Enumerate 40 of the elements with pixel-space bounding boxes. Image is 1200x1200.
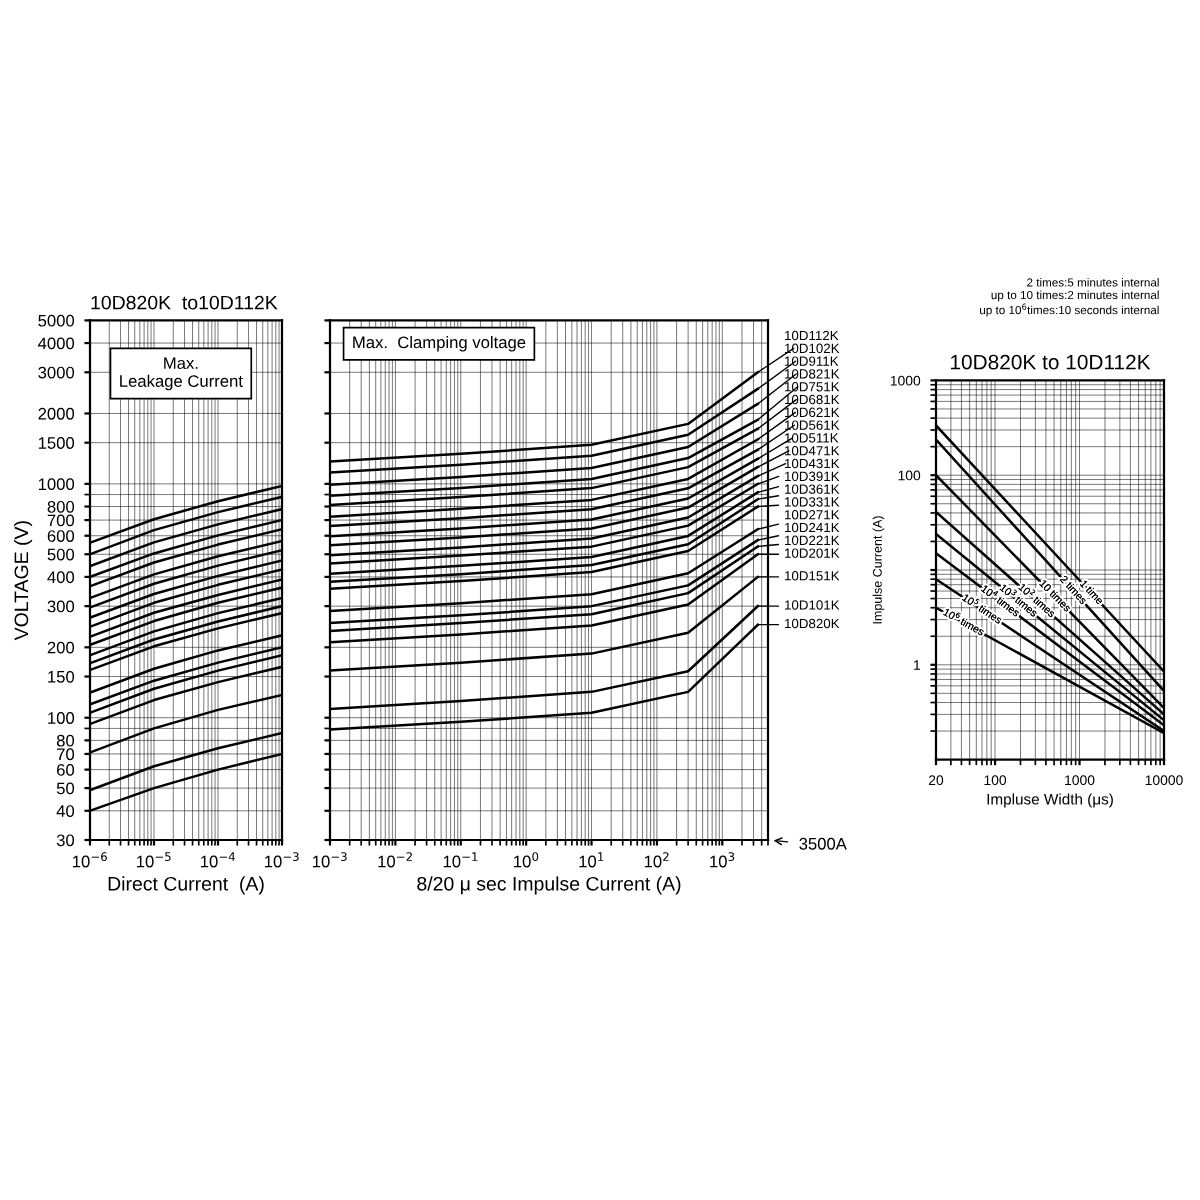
y-tick-label: 40 xyxy=(56,805,75,817)
x-tick-label: 10$^{−2}$ xyxy=(378,852,412,868)
x-tick-label: 10$^{−4}$ xyxy=(201,852,235,868)
y-tick-label: 100 xyxy=(48,712,75,724)
y-tick-label: 50 xyxy=(56,782,75,795)
y-tick-label: 30 xyxy=(56,834,75,847)
x-tick-label: 10$^{−6}$ xyxy=(73,852,107,868)
x-tick-label: 10$^{3}$ xyxy=(710,852,735,868)
y-tick-label: 3000 xyxy=(38,366,75,379)
x-tick-label: 10$^{2}$ xyxy=(644,852,669,868)
y-tick-label: 1500 xyxy=(38,437,75,449)
x-tick-label: 10$^{0}$ xyxy=(514,852,539,868)
y-axis-title: VOLTAGE (V) xyxy=(13,521,33,641)
y-tick-label: 800 xyxy=(47,500,75,513)
chart-title: 10D820K to10D112K xyxy=(91,295,278,310)
x-tick-label: 10$^{1}$ xyxy=(579,852,604,868)
x-tick-label: 10$^{−3}$ xyxy=(265,852,299,868)
y-tick-label: 1000 xyxy=(38,478,75,491)
x-axis-title: Direct Current (A) xyxy=(108,876,264,895)
y-tick-label: 600 xyxy=(47,530,75,542)
y-tick-label: 700 xyxy=(47,514,75,527)
chart-title: 10D820K to 10D112K xyxy=(951,354,1151,370)
y-tick-label: 200 xyxy=(47,641,75,654)
y-tick-label: 300 xyxy=(47,600,75,613)
y-tick-label: 500 xyxy=(47,548,75,561)
annotation: Max. Leakage Current xyxy=(120,357,243,391)
y-tick-label: 2000 xyxy=(38,407,75,420)
y-tick-label: 5000 xyxy=(38,314,75,327)
x-axis-title: 8/20 μ sec Impulse Current (A) xyxy=(417,876,681,895)
y-tick-label: 60 xyxy=(57,764,75,776)
x-tick-label: 10$^{−5}$ xyxy=(137,852,171,868)
y-tick-label: 80 xyxy=(56,734,75,747)
y-tick-label: 150 xyxy=(48,670,75,683)
x-tick-label: 10$^{−3}$ xyxy=(313,852,347,868)
y-tick-label: 400 xyxy=(47,571,75,584)
annotation: Max. Clamping voltage xyxy=(353,335,526,352)
x-tick-label: 10$^{−1}$ xyxy=(443,852,478,868)
text: 3500A xyxy=(799,837,847,850)
y-tick-label: 70 xyxy=(57,748,75,761)
y-tick-label: 4000 xyxy=(38,337,75,350)
